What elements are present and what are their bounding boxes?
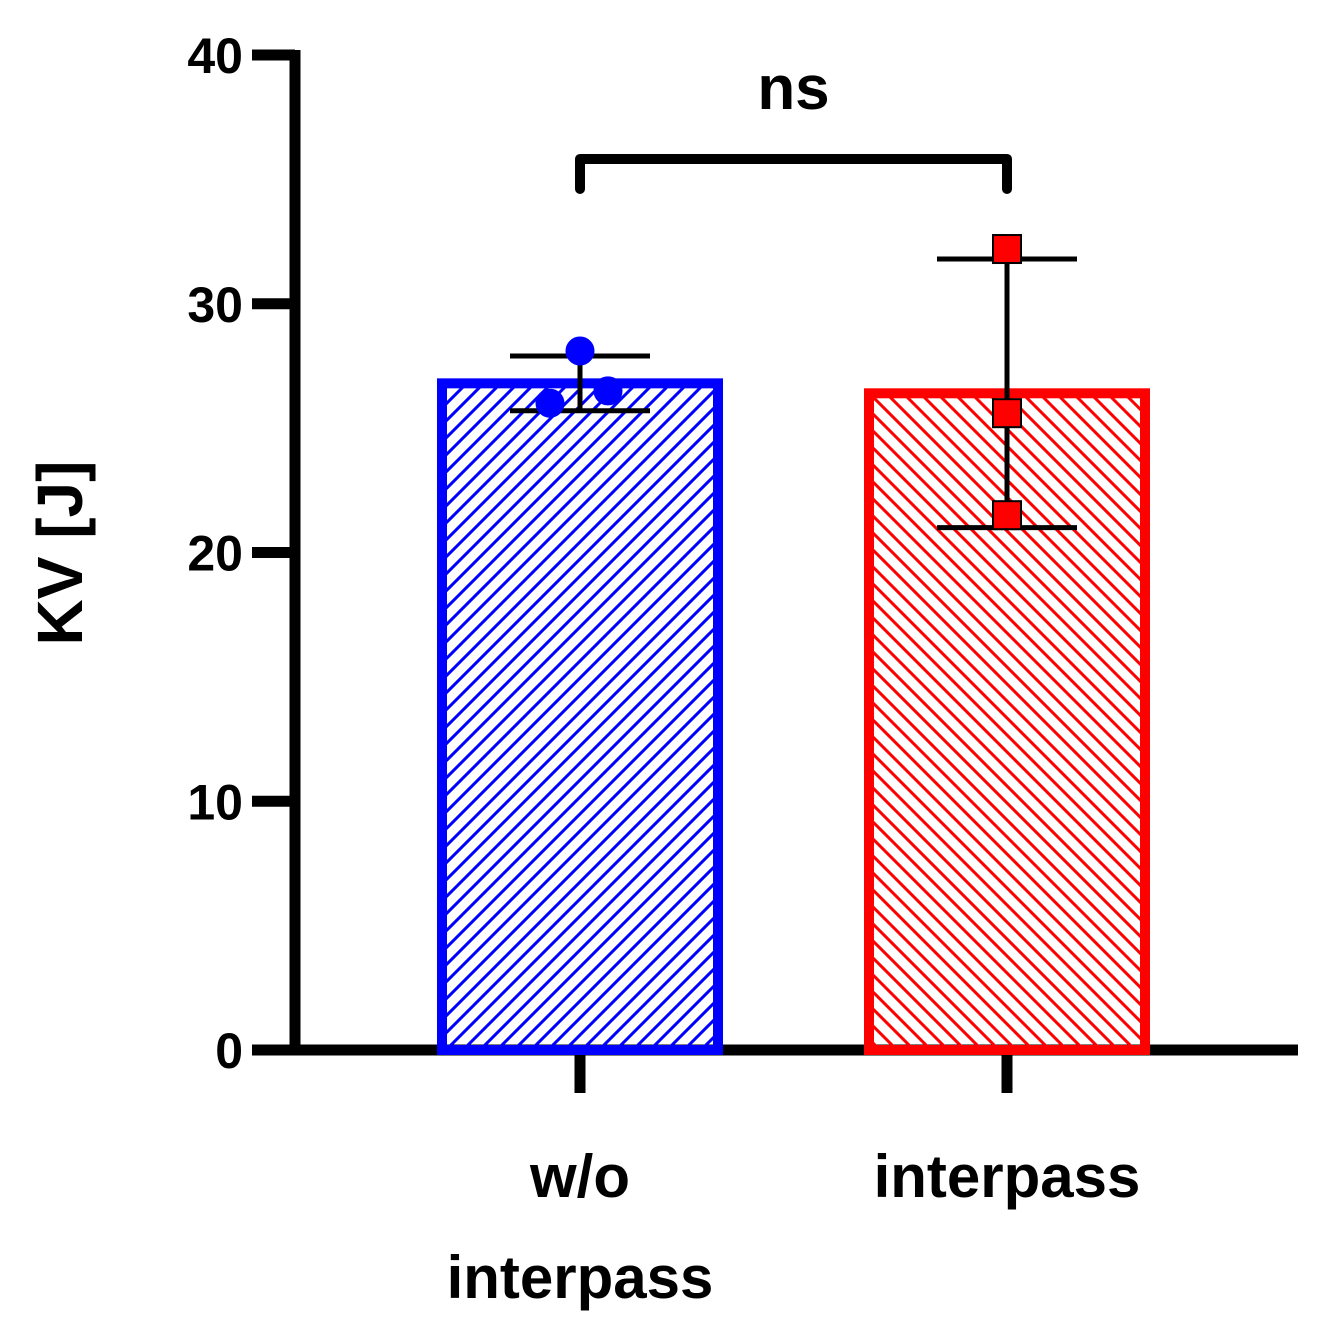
data-point [992,398,1022,429]
y-tick-label: 40 [187,28,243,84]
data-point [992,234,1022,265]
bar-1 [437,378,723,1056]
x-tick-label: w/o interpass [447,1143,714,1311]
x-tick-label-line: interpass [447,1244,714,1311]
significance-label: ns [757,54,829,123]
x-ticks: w/o interpass interpass [447,1050,1141,1311]
y-axis-label: KV [J] [24,461,96,646]
y-axis: 0 10 20 30 40 [187,28,301,1079]
bars [437,378,1150,1056]
y-tick-label: 10 [187,774,243,830]
annotations: ns [575,54,1012,194]
x-tick-label-line: interpass [874,1143,1141,1210]
data-point [565,336,595,366]
data-points [535,234,1022,531]
data-point [535,388,565,418]
y-tick-label: 20 [187,526,243,582]
data-point [992,500,1022,531]
data-point [593,376,623,406]
y-tick-label: 30 [187,277,243,333]
x-axis: w/o interpass interpass [252,1044,1298,1311]
x-tick-label-line: w/o [529,1143,630,1210]
x-tick-label: interpass [874,1143,1141,1210]
y-ticks: 0 10 20 30 40 [187,28,295,1079]
significance-bracket [575,153,1012,194]
y-tick-label: 0 [215,1023,243,1079]
